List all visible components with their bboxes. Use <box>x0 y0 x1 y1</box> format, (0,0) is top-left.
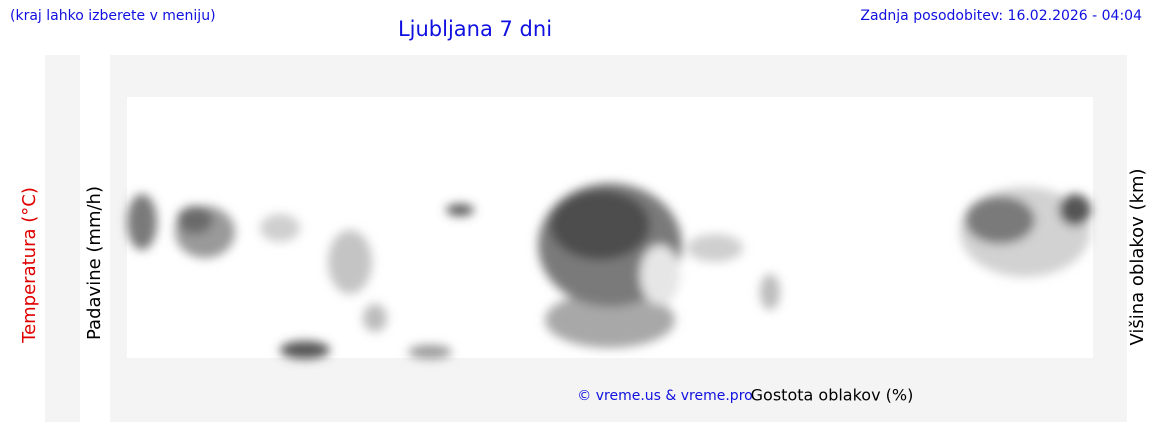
chart-title: Ljubljana 7 dni <box>398 17 552 41</box>
left-panel <box>45 55 80 422</box>
location-note: (kraj lahko izberete v meniju) <box>10 8 216 24</box>
cloud-legend-title: Gostota oblakov (%) <box>751 386 914 405</box>
cloud-density <box>127 183 1091 359</box>
credit: © vreme.us & vreme.pro <box>577 388 752 404</box>
y-axis-title: Padavine (mm/h) <box>84 186 105 340</box>
update-time: Zadnja posodobitev: 16.02.2026 - 04:04 <box>860 8 1142 24</box>
y2-axis-title: Višina oblakov (km) <box>1127 168 1148 345</box>
temperature-axis-title: Temperatura (°C) <box>19 187 40 344</box>
